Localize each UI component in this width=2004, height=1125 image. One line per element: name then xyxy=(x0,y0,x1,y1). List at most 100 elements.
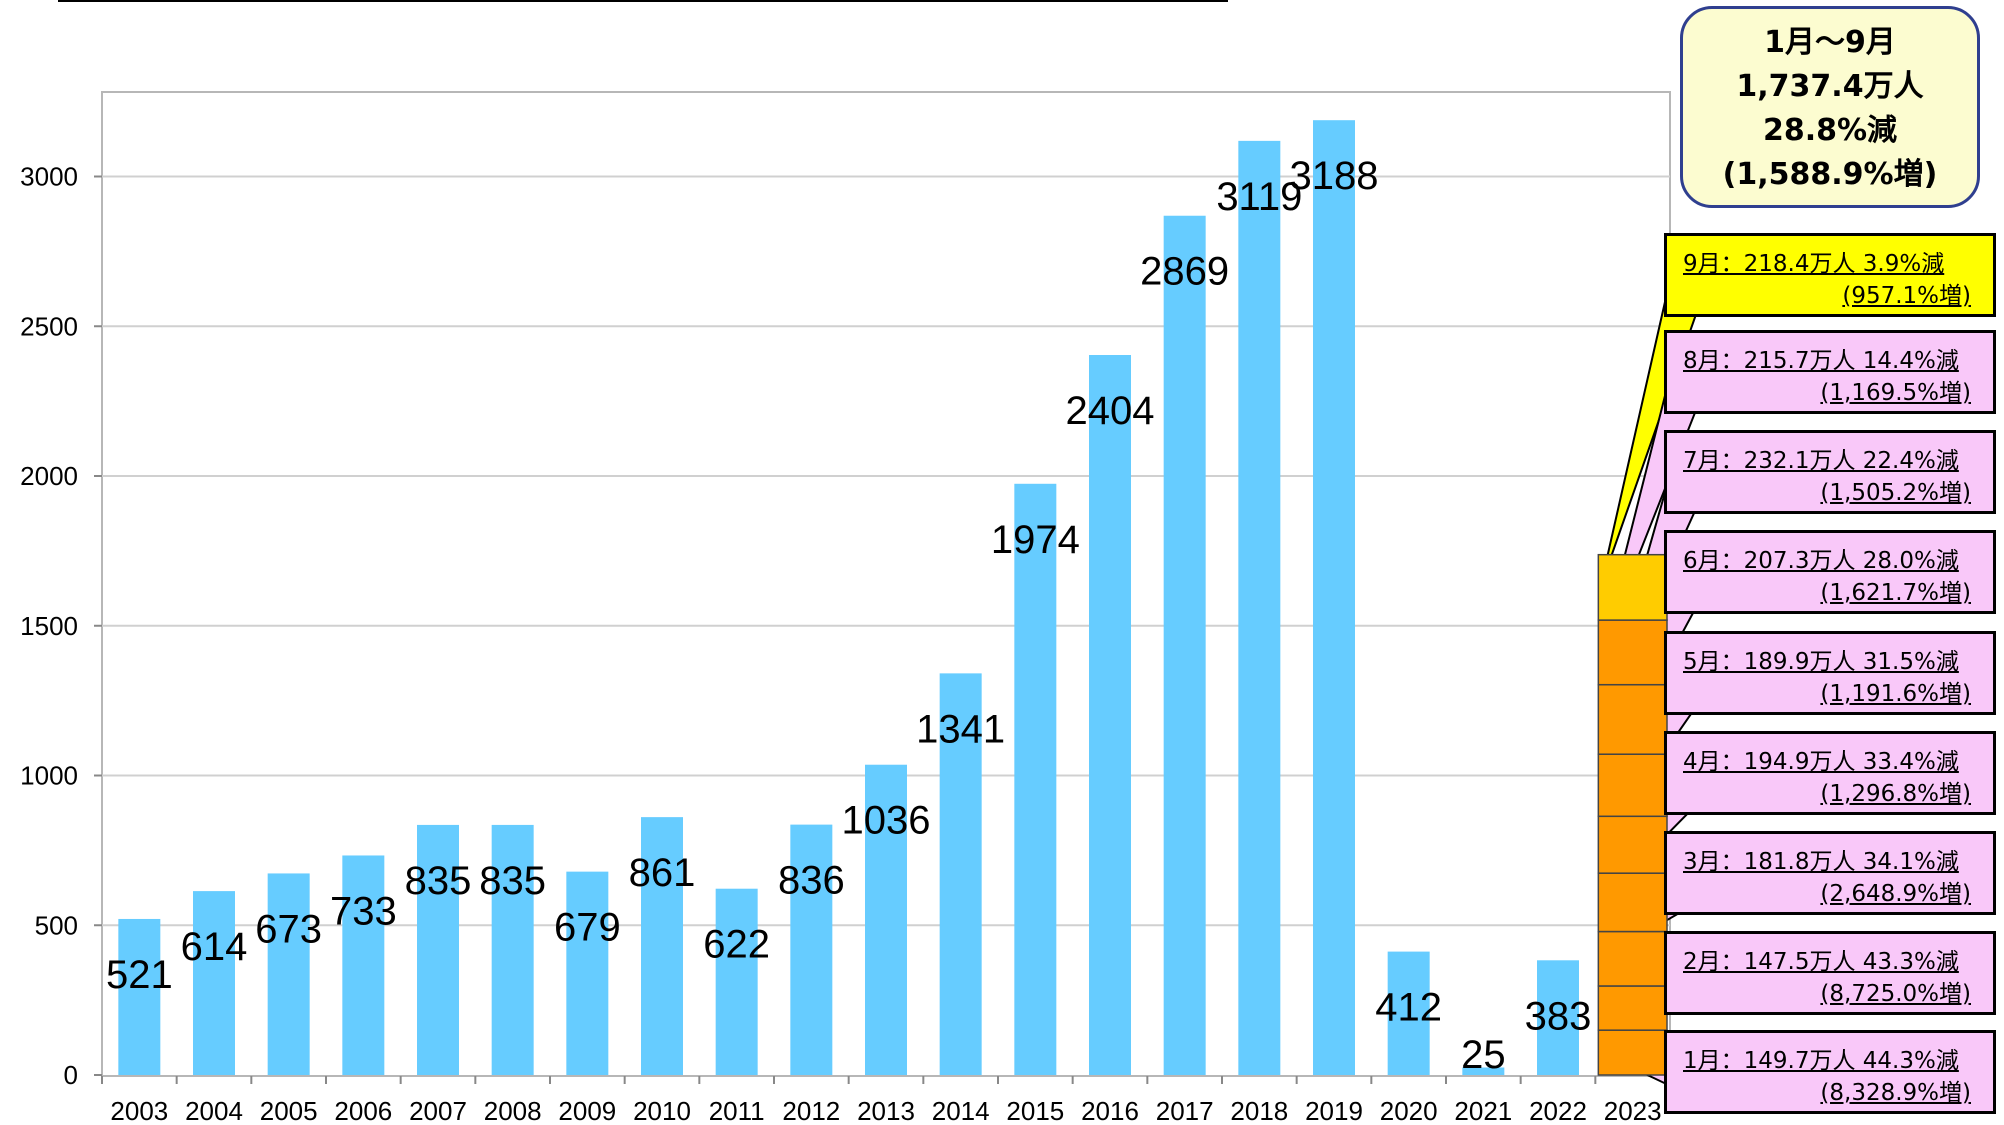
x-tick-2008: 2008 xyxy=(484,1096,542,1125)
data-label-2007: 835 xyxy=(405,859,472,903)
callout-mar-line2: (2,648.9%増) xyxy=(1820,881,1971,907)
callout-jul-line1: 7月：232.1万人 22.4%減 xyxy=(1683,448,1959,474)
summary-total: 1,737.4万人 xyxy=(1736,69,1924,104)
x-tick-2018: 2018 xyxy=(1230,1096,1288,1125)
x-tick-2013: 2013 xyxy=(857,1096,915,1125)
x-tick-2022: 2022 xyxy=(1529,1096,1587,1125)
callout-apr-line2: (1,296.8%増) xyxy=(1820,781,1971,807)
callout-jun-line2: (1,621.7%増) xyxy=(1820,580,1971,606)
callout-feb-line1: 2月：147.5万人 43.3%減 xyxy=(1683,949,1959,975)
data-label-2019: 3188 xyxy=(1290,154,1379,198)
data-label-2020: 412 xyxy=(1375,986,1442,1030)
bar-2020 xyxy=(1387,951,1430,1075)
bar-2005 xyxy=(267,873,310,1075)
bar-2008 xyxy=(491,824,534,1075)
stacked-2023-bar xyxy=(1597,553,1668,1076)
data-label-2004: 614 xyxy=(181,925,248,969)
stack-seg-5月 xyxy=(1597,815,1668,874)
ytd-summary-box: 1月～9月 1,737.4万人 28.8%減 (1,588.9%増) xyxy=(1680,6,1980,208)
y-tick-1500: 1500 xyxy=(20,611,78,641)
y-tick-2500: 2500 xyxy=(20,311,78,341)
data-label-2014: 1341 xyxy=(916,707,1005,751)
bar-2018 xyxy=(1238,140,1281,1075)
x-tick-2017: 2017 xyxy=(1156,1096,1214,1125)
x-tick-2012: 2012 xyxy=(782,1096,840,1125)
callout-jun: 6月：207.3万人 28.0%減 (1,621.7%増) xyxy=(1664,530,1996,614)
callout-jul: 7月：232.1万人 22.4%減 (1,505.2%増) xyxy=(1664,430,1996,514)
bar-2022 xyxy=(1537,960,1579,1075)
x-tick-2006: 2006 xyxy=(334,1096,392,1125)
bars xyxy=(118,120,1579,1076)
stack-seg-1月 xyxy=(1597,1029,1668,1076)
callout-feb: 2月：147.5万人 43.3%減 (8,725.0%増) xyxy=(1664,931,1996,1015)
callout-feb-line2: (8,725.0%増) xyxy=(1820,981,1971,1007)
data-label-2022: 383 xyxy=(1525,994,1592,1038)
stack-seg-9月 xyxy=(1597,553,1668,621)
callout-apr-line1: 4月：194.9万人 33.4%減 xyxy=(1683,749,1959,775)
x-tick-2023: 2023 xyxy=(1604,1096,1662,1125)
bar-2009 xyxy=(566,871,609,1075)
stack-seg-2月 xyxy=(1597,985,1668,1031)
y-tick-2000: 2000 xyxy=(20,461,78,491)
callout-aug: 8月：215.7万人 14.4%減 (1,169.5%増) xyxy=(1664,330,1996,414)
data-label-2003: 521 xyxy=(106,953,173,997)
data-label-2010: 861 xyxy=(629,851,696,895)
x-tick-2011: 2011 xyxy=(709,1096,765,1125)
callout-aug-line2: (1,169.5%増) xyxy=(1820,380,1971,406)
callout-sep-line2: (957.1%増) xyxy=(1842,283,1971,309)
x-axis-ticks: 2003 2004 2005 2006 2007 2008 2009 2010 2011 2012… xyxy=(101,1076,1662,1125)
x-tick-2004: 2004 xyxy=(185,1096,243,1125)
callout-aug-line1: 8月：215.7万人 14.4%減 xyxy=(1683,348,1959,374)
bar-2021 xyxy=(1462,1067,1505,1075)
summary-change: 28.8%減 xyxy=(1762,113,1898,148)
y-tick-0: 0 xyxy=(64,1060,78,1090)
data-label-2009: 679 xyxy=(554,906,621,950)
callout-may-line2: (1,191.6%増) xyxy=(1820,681,1971,707)
bar-2015 xyxy=(1014,483,1057,1075)
callout-jun-line1: 6月：207.3万人 28.0%減 xyxy=(1683,548,1959,574)
x-tick-2003: 2003 xyxy=(110,1096,168,1125)
x-tick-2014: 2014 xyxy=(932,1096,990,1125)
callout-mar-line1: 3月：181.8万人 34.1%減 xyxy=(1683,849,1959,875)
bar-2007 xyxy=(417,824,459,1075)
callout-sep: 9月：218.4万人 3.9%減 (957.1%増) xyxy=(1664,233,1996,317)
bar-2016 xyxy=(1089,355,1131,1075)
x-tick-2021: 2021 xyxy=(1454,1096,1512,1125)
y-tick-1000: 1000 xyxy=(20,761,78,791)
callout-jan-line1: 1月：149.7万人 44.3%減 xyxy=(1683,1048,1959,1074)
data-label-2016: 2404 xyxy=(1066,389,1155,433)
y-tick-500: 500 xyxy=(35,910,78,940)
callout-jan: 1月：149.7万人 44.3%減 (8,328.9%増) xyxy=(1664,1030,1996,1114)
stack-seg-8月 xyxy=(1597,619,1668,686)
stack-seg-3月 xyxy=(1597,930,1668,987)
summary-change-vs-prev: (1,588.9%増) xyxy=(1722,157,1938,192)
x-tick-2015: 2015 xyxy=(1006,1096,1064,1125)
x-tick-2005: 2005 xyxy=(260,1096,318,1125)
data-label-2012: 836 xyxy=(778,859,845,903)
summary-period: 1月～9月 xyxy=(1764,25,1896,60)
x-tick-2020: 2020 xyxy=(1380,1096,1438,1125)
x-tick-2007: 2007 xyxy=(409,1096,467,1125)
data-label-2005: 673 xyxy=(255,907,322,951)
callout-mar: 3月：181.8万人 34.1%減 (2,648.9%増) xyxy=(1664,831,1996,915)
data-label-2006: 733 xyxy=(330,889,397,933)
bar-2012 xyxy=(790,824,833,1075)
data-label-2008: 835 xyxy=(479,859,546,903)
x-tick-2010: 2010 xyxy=(633,1096,691,1125)
data-label-2011: 622 xyxy=(703,923,770,967)
data-label-2017: 2869 xyxy=(1140,250,1229,294)
bar-2010 xyxy=(641,817,683,1075)
callout-apr: 4月：194.9万人 33.4%減 (1,296.8%増) xyxy=(1664,731,1996,815)
data-label-2013: 1036 xyxy=(842,799,931,843)
bar-2003 xyxy=(118,918,161,1075)
bar-2013 xyxy=(865,764,907,1075)
bar-2014 xyxy=(939,673,982,1075)
x-tick-2019: 2019 xyxy=(1305,1096,1363,1125)
stack-seg-4月 xyxy=(1597,872,1668,933)
bar-2011 xyxy=(715,888,758,1075)
stack-seg-6月 xyxy=(1597,753,1668,818)
callout-sep-line1: 9月：218.4万人 3.9%減 xyxy=(1683,251,1945,277)
callout-may-line1: 5月：189.9万人 31.5%減 xyxy=(1683,649,1959,675)
stack-seg-7月 xyxy=(1597,683,1668,755)
